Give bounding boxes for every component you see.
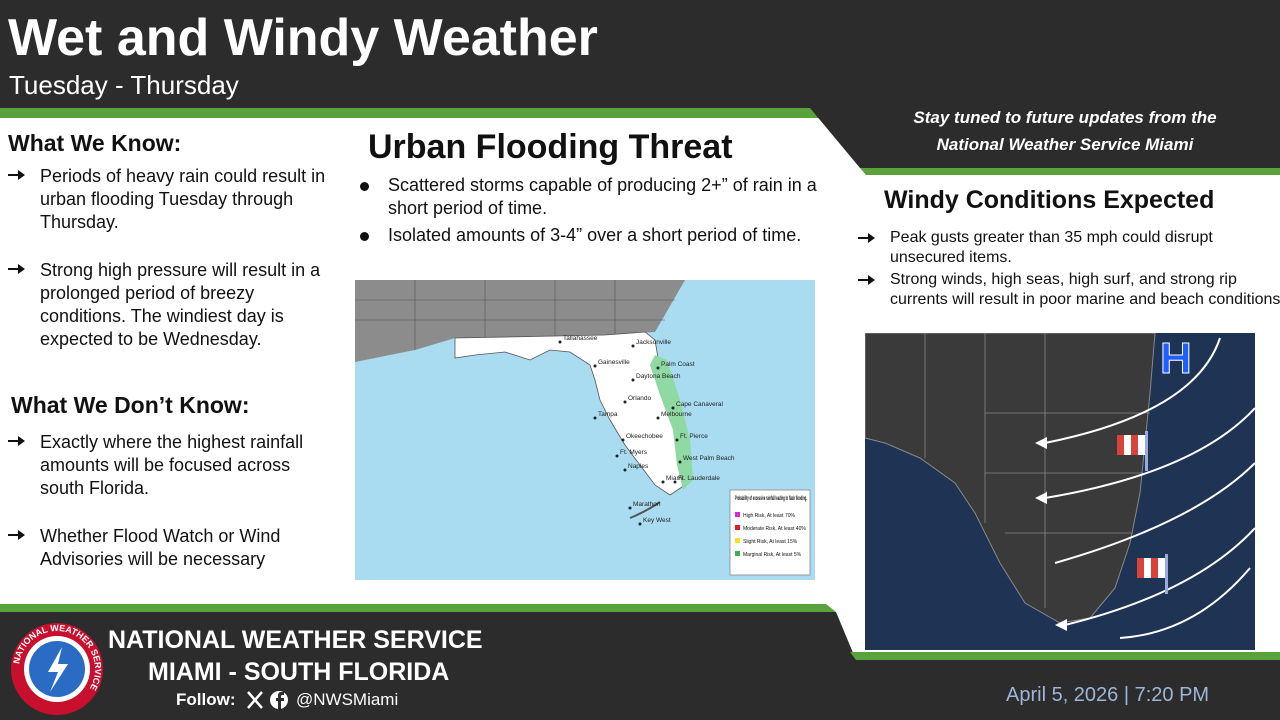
city-label: Miami xyxy=(666,475,683,482)
city-dot xyxy=(656,366,660,370)
list-item: Strong high pressure will result in a pr… xyxy=(8,259,330,351)
heading: Windy Conditions Expected xyxy=(884,186,1215,214)
city-label: Melbourne xyxy=(661,411,692,418)
list-item: Scattered storms capable of producing 2+… xyxy=(356,174,848,220)
list-item: Periods of heavy rain could result in ur… xyxy=(8,165,330,234)
city-dot xyxy=(558,340,562,344)
city-dot xyxy=(673,480,677,484)
city-dot xyxy=(621,438,625,442)
heading: Urban Flooding Threat xyxy=(368,128,733,166)
banner-line: Stay tuned to future updates from the xyxy=(913,108,1217,127)
city-label: Naples xyxy=(628,463,649,470)
social-icons xyxy=(247,691,288,709)
city-label: Gainesville xyxy=(598,359,630,366)
city-label: Okeechobee xyxy=(626,433,663,440)
list-item: Exactly where the highest rainfall amoun… xyxy=(8,431,330,500)
city-label: Marathon xyxy=(633,501,661,508)
city-label: Tampa xyxy=(598,411,618,418)
nws-logo: NATIONAL WEATHER SERVICE xyxy=(11,623,103,715)
text: Scattered storms capable of producing 2+… xyxy=(388,175,817,218)
city-dot xyxy=(656,416,660,420)
text: Isolated amounts of 3-4” over a short pe… xyxy=(388,225,802,245)
text: Exactly where the highest rainfall amoun… xyxy=(40,432,304,498)
city-label: Jacksonville xyxy=(636,339,671,346)
city-label: Ft. Myers xyxy=(620,449,648,456)
city-dot xyxy=(593,416,597,420)
city-dot xyxy=(671,406,675,410)
high-pressure-symbol: H xyxy=(1160,334,1192,383)
city-dot xyxy=(631,378,635,382)
list-item: Strong winds, high seas, high surf, and … xyxy=(858,270,1280,310)
city-dot xyxy=(675,438,679,442)
text: Whether Flood Watch or Wind Advisories w… xyxy=(40,526,281,569)
city-dot xyxy=(678,460,682,464)
city-dot xyxy=(615,454,619,458)
legend-label: Slight Risk, At least 15% xyxy=(743,539,798,545)
city-label: Key West xyxy=(643,517,671,524)
city-dot xyxy=(623,468,627,472)
city-dot xyxy=(628,506,632,510)
city-dot xyxy=(638,522,642,526)
org-line: NATIONAL WEATHER SERVICE xyxy=(108,626,483,654)
city-label: Ft. Lauderdale xyxy=(678,475,720,482)
city-label: Cape Canaveral xyxy=(676,401,724,408)
city-label: Daytona Beach xyxy=(636,373,681,380)
follow-label: Follow: xyxy=(176,690,236,709)
subtitle: Tuesday - Thursday xyxy=(9,70,239,100)
legend-title: Probability of excessive rainfall leadin… xyxy=(735,496,807,502)
text: Strong winds, high seas, high surf, and … xyxy=(890,271,1280,308)
social-handle[interactable]: @NWSMiami xyxy=(296,690,399,709)
flood-map: Tallahassee Jacksonville Gainesville Palm C… xyxy=(355,280,815,580)
city-label: Ft. Pierce xyxy=(680,433,708,440)
legend-label: High Risk, At least 70% xyxy=(743,513,796,519)
city-label: Orlando xyxy=(628,395,652,402)
org-line: MIAMI - SOUTH FLORIDA xyxy=(148,658,450,686)
date: April 5, 2026 | 7:20 PM xyxy=(1006,684,1210,706)
banner-line: National Weather Service Miami xyxy=(936,135,1194,154)
city-label: West Palm Beach xyxy=(683,455,735,462)
heading: What We Know: xyxy=(8,130,182,156)
text: Peak gusts greater than 35 mph could dis… xyxy=(890,229,1213,266)
legend-swatch xyxy=(735,538,740,543)
city-dot xyxy=(593,364,597,368)
city-dot xyxy=(661,480,665,484)
list-item: Whether Flood Watch or Wind Advisories w… xyxy=(8,525,330,571)
city-dot xyxy=(623,400,627,404)
text: Strong high pressure will result in a pr… xyxy=(40,260,321,349)
title: Wet and Windy Weather xyxy=(8,9,598,67)
city-dot xyxy=(631,344,635,348)
text: Periods of heavy rain could result in ur… xyxy=(40,166,326,232)
list-item: Peak gusts greater than 35 mph could dis… xyxy=(858,228,1280,268)
wind-map: H xyxy=(865,333,1255,650)
legend-label: Marginal Risk, At least 5% xyxy=(743,552,802,558)
legend-swatch xyxy=(735,512,740,517)
list-item: Isolated amounts of 3-4” over a short pe… xyxy=(356,224,848,247)
banner: Stay tuned to future updates from the Na… xyxy=(860,104,1270,158)
legend-label: Moderate Risk, At least 40% xyxy=(743,526,806,532)
legend-swatch xyxy=(735,525,740,530)
city-label: Palm Coast xyxy=(661,361,695,368)
city-label: Tallahassee xyxy=(563,335,598,342)
legend-swatch xyxy=(735,551,740,556)
heading: What We Don’t Know: xyxy=(11,392,250,418)
